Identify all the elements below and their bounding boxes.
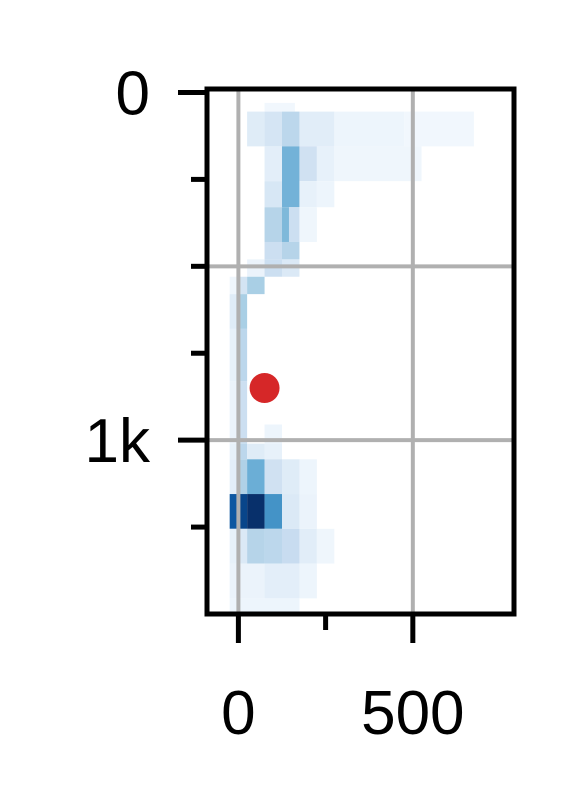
heatmap-cell-35 xyxy=(229,443,237,460)
axis-ticks: 0 1k 0 500 xyxy=(85,59,465,748)
heatmap-cell-44 xyxy=(299,459,317,495)
heatmap-cell-25 xyxy=(236,276,248,295)
heatmap-cell-37 xyxy=(247,443,265,460)
heatmap-cell-18 xyxy=(299,207,317,242)
heatmap-cell-49 xyxy=(282,494,300,529)
heatmap-cell-7 xyxy=(264,146,283,182)
heatmap-cell-38 xyxy=(264,443,283,460)
heatmap-cell-43 xyxy=(282,459,300,495)
heatmap-cell-28 xyxy=(229,294,237,329)
heatmap-cell-56 xyxy=(299,528,317,564)
heatmap-cell-2 xyxy=(264,111,283,147)
heatmap-cells xyxy=(229,102,474,614)
heatmap-cell-6 xyxy=(404,111,474,147)
grid-lines xyxy=(207,89,514,614)
y-tick-label-0: 0 xyxy=(116,59,150,128)
heatmap-cell-58 xyxy=(229,563,265,599)
heatmap-cell-13 xyxy=(299,181,317,208)
heatmap-cell-46 xyxy=(236,494,248,529)
heatmap-cell-29 xyxy=(236,294,248,329)
heatmap-cell-33 xyxy=(236,381,248,444)
heatmap-cell-1 xyxy=(247,111,265,147)
heatmap-cell-15 xyxy=(264,207,283,242)
heatmap-cell-42 xyxy=(264,459,283,495)
heatmap-cell-39 xyxy=(229,459,237,495)
heatmap-cell-24 xyxy=(229,276,237,295)
heatmap-cell-26 xyxy=(247,276,265,295)
heatmap-cell-16 xyxy=(282,207,289,242)
heatmap-cell-40 xyxy=(236,459,248,495)
heatmap-cell-41 xyxy=(247,459,265,495)
heatmap-cell-36 xyxy=(236,443,248,460)
heatmap-cell-60 xyxy=(299,563,317,599)
heatmap-cell-31 xyxy=(236,328,248,382)
heatmap-cell-45 xyxy=(229,494,237,529)
heatmap-cell-10 xyxy=(299,146,317,182)
heatmap-cell-59 xyxy=(264,563,300,599)
heatmap-cell-32 xyxy=(229,381,237,444)
heatmap-cell-55 xyxy=(282,528,300,564)
x-tick-label-0: 0 xyxy=(221,679,255,748)
heatmap-cell-30 xyxy=(229,328,237,382)
heatmap-cell-0 xyxy=(264,102,295,112)
heatmap-cell-17 xyxy=(288,207,300,242)
heatmap-cell-5 xyxy=(334,111,405,147)
heatmap-cell-12 xyxy=(334,146,422,182)
heatmap-cell-20 xyxy=(282,241,300,260)
heatmap-cell-61 xyxy=(229,598,300,614)
heatmap-cell-54 xyxy=(264,528,283,564)
heatmap-cell-48 xyxy=(264,494,283,529)
heatmap-cell-4 xyxy=(299,111,335,147)
marker-layer xyxy=(249,373,280,404)
heatmap-cell-8 xyxy=(264,181,283,208)
red-marker-point xyxy=(249,373,280,404)
heatmap-cell-52 xyxy=(236,528,248,564)
heatmap-cell-50 xyxy=(299,494,317,529)
heatmap-cell-14 xyxy=(316,181,335,208)
x-tick-label-2: 500 xyxy=(361,679,464,748)
heatmap-cell-53 xyxy=(247,528,265,564)
heatmap-cell-51 xyxy=(229,528,237,564)
heatmap-cell-47 xyxy=(247,494,265,529)
heatmap-cell-19 xyxy=(264,241,283,260)
heatmap-cell-3 xyxy=(282,111,300,147)
heatmap-cell-9 xyxy=(282,146,300,208)
heatmap-cell-57 xyxy=(316,528,335,564)
y-tick-label-4: 1k xyxy=(85,407,151,476)
heatmap-cell-11 xyxy=(316,146,335,182)
